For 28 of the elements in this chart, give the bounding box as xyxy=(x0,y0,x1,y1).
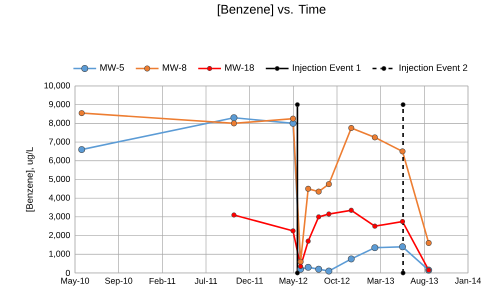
y-tick-label: 10,000 xyxy=(44,82,70,90)
y-tick-label: 5,000 xyxy=(48,176,70,184)
legend-label: MW-5 xyxy=(100,64,124,71)
y-tick-label: 1,000 xyxy=(49,250,70,258)
y-tick-label: 7,000 xyxy=(49,138,70,146)
x-tick-label: Sep-10 xyxy=(105,278,132,286)
x-tick-label: Aug-13 xyxy=(410,278,438,286)
legend-label: Injection Event 2 xyxy=(400,64,468,73)
x-tick-label: Jan-14 xyxy=(454,278,481,284)
x-tick-label: Jul-11 xyxy=(194,278,218,284)
y-tick-label: 8,000 xyxy=(48,120,70,127)
x-tick-label: Feb-11 xyxy=(150,278,176,284)
x-tick-label: May-10 xyxy=(61,278,90,286)
y-tick-label: 6,000 xyxy=(49,157,70,164)
x-tick-label: Mar-13 xyxy=(368,278,394,284)
legend-label: MW-18 xyxy=(225,64,254,71)
y-tick-label: 4,000 xyxy=(48,194,70,202)
y-axis-title: [Benzene], ug/L xyxy=(26,147,35,212)
chart-title: [Benzene] vs. Time xyxy=(218,4,326,16)
y-tick-label: 9,000 xyxy=(49,101,70,108)
legend-label: MW-8 xyxy=(162,64,186,71)
y-tick-label: 0 xyxy=(66,270,70,276)
x-tick-label: Dec-11 xyxy=(236,278,263,284)
y-tick-label: 2,000 xyxy=(49,232,70,240)
x-tick-label: Oct-12 xyxy=(324,278,350,284)
y-tick-label: 3,000 xyxy=(48,213,70,220)
legend-label: Injection Event 1 xyxy=(292,64,361,73)
x-tick-label: May-12 xyxy=(280,278,308,286)
